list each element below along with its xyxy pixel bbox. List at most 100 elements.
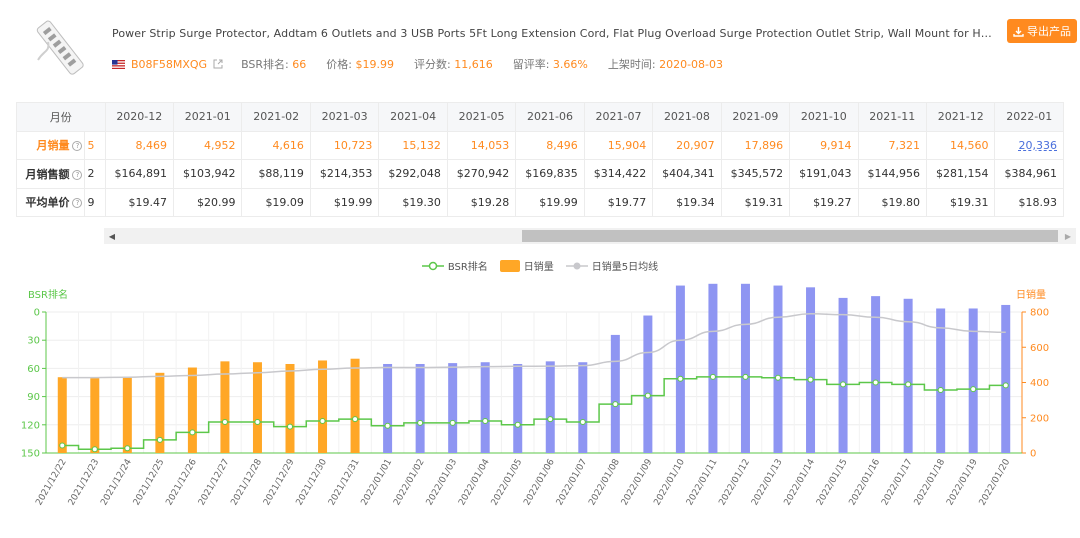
daily-sales-bar — [871, 296, 881, 453]
bsr-point — [417, 419, 424, 426]
product-title[interactable]: Power Strip Surge Protector, Addtam 6 Ou… — [112, 27, 992, 40]
monthly-sales-table: 月份 2020-12 2021-01 2021-02 2021-03 2021-04 20… — [15, 102, 1064, 217]
table-cell: $169,835 — [515, 159, 585, 189]
right-tick-label: 200 — [1030, 413, 1049, 424]
x-tick-label: 2022/01/13 — [750, 458, 785, 508]
price-label: 价格: — [326, 58, 352, 71]
bsr-point — [547, 416, 554, 423]
x-tick-label: 2021/12/25 — [132, 458, 167, 508]
daily-sales-bar — [415, 363, 425, 453]
bsr-point — [937, 387, 944, 394]
bsr-point — [156, 436, 163, 443]
bsr-point — [612, 401, 619, 408]
left-tick-label: 150 — [21, 449, 40, 460]
table-cell: $19.09 — [241, 187, 311, 217]
bsr-point — [775, 374, 781, 381]
help-icon[interactable]: ? — [72, 198, 83, 209]
month-header: 2021-08 — [652, 102, 722, 132]
external-link-icon[interactable] — [213, 59, 223, 69]
daily-sales-bar — [1001, 304, 1011, 453]
legend-bar-icon — [499, 259, 520, 272]
table-cell: 15,904 — [583, 130, 654, 160]
bsr-point — [352, 416, 359, 423]
daily-sales-bar — [936, 308, 946, 453]
export-product-button[interactable]: 导出产品 — [1007, 19, 1077, 43]
x-tick-label: 2021/12/31 — [327, 458, 362, 508]
daily-sales-bar — [155, 372, 165, 453]
month-header: 2021-03 — [309, 102, 380, 132]
help-icon[interactable]: ? — [72, 169, 83, 180]
x-tick-label: 2022/01/16 — [848, 457, 883, 507]
right-tick-label: 800 — [1030, 308, 1049, 319]
legend-item-bsr[interactable]: BSR排名 — [421, 258, 488, 273]
legend-label-ma5: 日销量5日均线 — [591, 262, 659, 273]
x-tick-label: 2022/01/01 — [360, 458, 395, 508]
x-tick-label: 2022/01/03 — [425, 458, 460, 508]
table-row: 平均单价? 9 $19.47 $20.99 $19.09 $19.99 $19.30 $19.… — [15, 187, 1064, 217]
daily-sales-bar — [122, 377, 132, 453]
daily-sales-bar — [285, 363, 295, 453]
row-label: 平均单价? — [15, 187, 86, 217]
table-cell: $164,891 — [104, 159, 175, 189]
table-cell: $191,043 — [789, 159, 859, 189]
table-cell: $88,119 — [241, 159, 311, 189]
daily-sales-bar — [57, 377, 67, 453]
legend-item-ma5[interactable]: 日销量5日均线 — [565, 258, 659, 273]
x-tick-label: 2022/01/08 — [587, 457, 622, 507]
table-cell: 15,132 — [378, 130, 448, 160]
daily-sales-bar — [968, 308, 978, 453]
daily-sales-bar — [318, 360, 328, 453]
listed-label: 上架时间: — [607, 58, 656, 71]
table-cell: $19.77 — [583, 187, 654, 217]
daily-sales-bar — [187, 367, 197, 453]
month-header: 2021-04 — [378, 102, 448, 132]
table-cell[interactable]: 20,336 — [994, 130, 1064, 160]
table-cell: $20.99 — [173, 187, 243, 217]
x-tick-label: 2021/12/26 — [164, 457, 199, 507]
x-tick-label: 2022/01/04 — [457, 457, 492, 507]
table-horizontal-scrollbar[interactable]: ◀ ▶ — [104, 228, 1076, 244]
product-image[interactable] — [30, 14, 92, 80]
x-tick-label: 2022/01/09 — [620, 457, 655, 507]
month-header: 2021-11 — [857, 102, 928, 132]
x-tick-label: 2022/01/11 — [685, 458, 720, 508]
x-tick-label: 2022/01/17 — [880, 458, 915, 508]
x-tick-label: 2022/01/19 — [945, 457, 980, 507]
help-icon[interactable]: ? — [72, 141, 83, 152]
table-cell: $103,942 — [173, 159, 243, 189]
table-cell: $19.27 — [789, 187, 859, 217]
row-label-text: 月销售额 — [25, 167, 70, 181]
table-cell: 14,053 — [446, 130, 517, 160]
month-header: 2021-02 — [241, 102, 311, 132]
left-axis-title: BSR排名 — [28, 288, 68, 301]
bsr-line — [62, 376, 1006, 450]
table-cell: $384,961 — [994, 159, 1064, 189]
table-cell: $144,956 — [857, 159, 928, 189]
table-cell: 8,469 — [104, 130, 175, 160]
asin-link[interactable]: B08F58MXQG — [131, 57, 208, 71]
scroll-left-icon[interactable]: ◀ — [108, 231, 116, 241]
month-header: 2021-12 — [926, 102, 996, 132]
table-cell: $19.31 — [926, 187, 996, 217]
scroll-right-icon[interactable]: ▶ — [1064, 231, 1072, 241]
x-tick-label: 2022/01/14 — [783, 457, 818, 507]
month-header: 2022-01 — [994, 102, 1064, 132]
month-header: 2021-05 — [446, 102, 517, 132]
us-flag-icon — [112, 59, 125, 69]
scrollbar-thumb[interactable] — [522, 230, 1058, 242]
table-cell: $18.93 — [994, 187, 1064, 217]
table-cell: 10,723 — [309, 130, 380, 160]
table-cell: $292,048 — [378, 159, 448, 189]
bsr-point — [742, 373, 749, 380]
x-tick-label: 2021/12/24 — [99, 457, 134, 507]
chart-legend: BSR排名 日销量 日销量5日均线 — [0, 258, 1080, 273]
table-cell: $19.34 — [652, 187, 722, 217]
daily-sales-bar — [675, 285, 685, 453]
bsr-label: BSR排名: — [241, 58, 289, 71]
table-cell: $345,572 — [720, 159, 791, 189]
daily-sales-bar — [773, 285, 783, 453]
legend-item-daily-sales[interactable]: 日销量 — [499, 258, 554, 273]
x-tick-label: 2021/12/30 — [295, 457, 330, 507]
month-header: 2020-12 — [104, 102, 175, 132]
bsr-point — [905, 381, 912, 388]
